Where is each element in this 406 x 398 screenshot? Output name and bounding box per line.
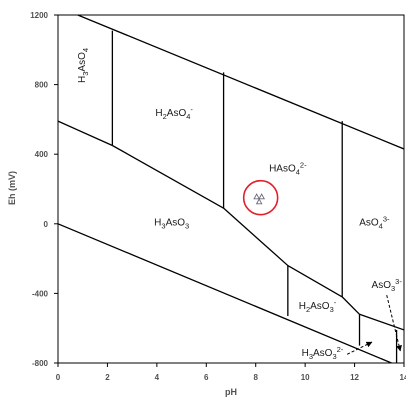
phase-boundary-line <box>341 296 360 315</box>
formula-part: AsO <box>310 301 330 312</box>
x-tick-label: 12 <box>350 373 359 382</box>
water-stability-line-lower <box>58 223 394 363</box>
species-label: H2​AsO4​-​ <box>155 105 193 121</box>
y-tick-label: 400 <box>35 150 49 159</box>
species-label: H3​AsO3​2-​ <box>302 345 344 361</box>
x-tick-label: 10 <box>301 373 310 382</box>
species-labels: H3​AsO4​ H2​AsO4​-​ HAsO4​2-​ AsO4​3-​ H3​As… <box>77 48 402 361</box>
formula-part: H <box>77 76 88 83</box>
x-tick-label: 4 <box>155 373 160 382</box>
formula-part: H <box>154 218 161 229</box>
species-label: H2​AsO3​-​ <box>299 298 337 314</box>
formula-part: 4 <box>186 112 190 121</box>
formula-part: AsO <box>167 108 187 119</box>
formula-part: 3 <box>332 352 336 361</box>
y-tick-label: 0 <box>44 220 49 229</box>
formula-part: 2- <box>337 345 344 354</box>
formula-part: 3- <box>395 277 402 286</box>
formula-part: 3- <box>383 215 390 224</box>
phase-boundary-line <box>359 313 404 331</box>
y-axis-title: Eh (mV) <box>7 171 17 205</box>
formula-part: H <box>299 301 306 312</box>
y-axis-ticks: 1200 800 400 0 -400 -800 <box>30 11 58 368</box>
x-axis-title: pH <box>225 387 237 397</box>
x-tick-label: 0 <box>56 373 61 382</box>
formula-part: H <box>155 108 162 119</box>
annotation-arrow <box>386 295 402 352</box>
formula-part: 3 <box>185 222 189 231</box>
y-tick-label: -800 <box>32 359 49 368</box>
x-axis-ticks: 0 2 4 6 8 10 12 14 <box>56 363 406 382</box>
formula-part: - <box>190 105 193 114</box>
phase-boundary-line <box>58 120 113 147</box>
formula-part: 3 <box>161 222 165 231</box>
phase-boundary-line <box>223 207 289 267</box>
y-tick-label: 800 <box>35 81 49 90</box>
formula-part: 3 <box>330 305 334 314</box>
species-label: H3​AsO3​ <box>154 218 189 231</box>
water-stability-line-upper <box>77 15 404 150</box>
y-tick-label: 1200 <box>30 11 48 20</box>
formula-part: AsO <box>372 280 392 291</box>
triangle-icon <box>253 193 261 200</box>
triangle-icon <box>255 198 263 205</box>
formula-part: 4 <box>379 222 383 231</box>
triangle-cluster-icon <box>253 193 266 205</box>
formula-part: AsO <box>77 52 88 72</box>
formula-part: HAsO <box>269 164 296 175</box>
formula-part: 2- <box>300 161 307 170</box>
phase-boundary-line <box>287 264 343 298</box>
formula-part: 2 <box>163 112 167 121</box>
x-tick-label: 6 <box>204 373 209 382</box>
formula-part: 3 <box>309 352 313 361</box>
species-label: H3​AsO4​ <box>77 48 90 83</box>
formula-part: AsO <box>313 348 333 359</box>
species-label: AsO4​3-​ <box>359 215 390 231</box>
formula-part: 2 <box>306 305 310 314</box>
diagram-plot <box>57 14 405 364</box>
species-label: HAsO4​2-​ <box>269 161 307 177</box>
formula-part: - <box>334 298 337 307</box>
formula-part: 3 <box>81 72 90 76</box>
x-tick-label: 8 <box>253 373 258 382</box>
y-tick-label: -400 <box>32 289 49 298</box>
boundary-lines <box>58 15 404 363</box>
formula-part: AsO <box>359 218 379 229</box>
sample-circle <box>242 179 279 216</box>
formula-part: 3 <box>391 284 395 293</box>
formula-part: 4 <box>81 48 90 52</box>
x-tick-label: 2 <box>105 373 110 382</box>
phase-boundary-line <box>112 144 224 209</box>
formula-part: 4 <box>296 168 300 177</box>
formula-part: AsO <box>166 218 186 229</box>
plot-frame <box>57 14 405 364</box>
formula-part: H <box>302 348 309 359</box>
triangle-icon <box>258 193 266 200</box>
x-tick-label: 14 <box>400 373 406 382</box>
annotation-arrow <box>346 341 373 355</box>
species-label: AsO3​3-​ <box>372 277 403 293</box>
sample-marker <box>242 179 279 216</box>
annotation-arrows <box>346 295 402 355</box>
